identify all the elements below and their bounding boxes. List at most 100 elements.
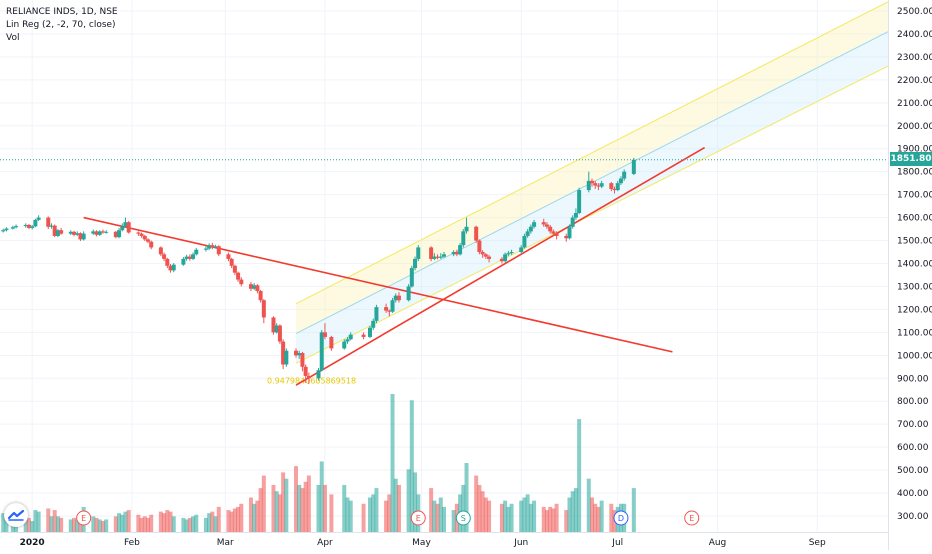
time-tick-label: Mar <box>217 538 234 548</box>
price-tick-label: 900.00 <box>897 374 929 384</box>
time-tick-label: Apr <box>317 538 333 548</box>
candle-body <box>226 254 230 259</box>
volume-bars <box>1 394 636 532</box>
channel-upper-line <box>296 2 888 304</box>
candle-body <box>300 353 304 367</box>
channel-lower-band <box>296 32 888 364</box>
candle-body <box>37 218 41 220</box>
candle-body <box>162 254 166 259</box>
volume-bar <box>487 501 491 532</box>
candle-body <box>574 213 578 218</box>
candle-body <box>304 367 308 376</box>
volume-bar <box>37 512 41 532</box>
volume-title[interactable]: Vol <box>6 32 118 45</box>
candle-body <box>551 231 555 233</box>
volume-bar <box>532 501 536 532</box>
candle-body <box>391 300 395 311</box>
candle-body <box>172 265 176 271</box>
candle-body <box>323 332 327 337</box>
candle-body <box>82 234 86 240</box>
time-tick-label: Feb <box>124 538 140 548</box>
volume-bar <box>510 504 514 532</box>
candle-body <box>439 257 443 258</box>
volume-bar <box>323 485 327 532</box>
candle-body <box>278 325 282 341</box>
chart-legend: RELIANCE INDS, 1D, NSE Lin Reg (2, -2, 7… <box>6 6 118 45</box>
price-tick-label: 1400.00 <box>897 260 932 270</box>
volume-bar <box>374 488 378 532</box>
candle-body <box>59 230 63 233</box>
volume-bar <box>329 494 333 532</box>
price-tick-label: 1000.00 <box>897 351 932 361</box>
event-marker-label: S <box>461 514 466 523</box>
volume-bar <box>600 501 604 532</box>
candle-body <box>510 252 514 253</box>
candle-body <box>194 250 198 255</box>
candle-body <box>362 335 366 337</box>
time-tick-label: Sep <box>809 538 826 548</box>
time-tick-label: 2020 <box>20 538 45 548</box>
price-tick-label: 500.00 <box>897 466 929 476</box>
volume-bar <box>59 518 63 532</box>
price-tick-label: 800.00 <box>897 397 929 407</box>
event-marker-label: E <box>81 514 86 523</box>
volume-bar <box>149 515 153 532</box>
tradingview-logo-icon[interactable] <box>4 503 28 527</box>
volume-bar <box>349 501 353 532</box>
candle-body <box>526 231 530 236</box>
volume-bar <box>307 476 311 532</box>
candle-body <box>239 280 243 285</box>
candle-body <box>262 300 266 317</box>
price-tick-label: 2500.00 <box>897 7 932 17</box>
candle-body <box>458 245 462 254</box>
candle-body <box>545 224 549 226</box>
candle-body <box>320 332 324 370</box>
price-tick-label: 2400.00 <box>897 30 932 40</box>
price-tick-label: 300.00 <box>897 512 929 522</box>
price-tick-label: 2200.00 <box>897 76 932 86</box>
price-tick-label: 1600.00 <box>897 214 932 224</box>
candle-body <box>191 254 195 259</box>
candle-body <box>236 273 240 280</box>
volume-bar <box>442 507 446 532</box>
candle-body <box>204 249 208 250</box>
candle-body <box>120 227 124 230</box>
candle-body <box>416 247 420 258</box>
event-marker-label: E <box>416 514 421 523</box>
volume-bar <box>262 476 266 532</box>
candle-body <box>474 227 478 241</box>
candle-body <box>217 246 221 254</box>
candle-body <box>11 227 15 228</box>
indicator-title[interactable]: Lin Reg (2, -2, 70, close) <box>6 19 118 32</box>
candle-body <box>143 236 147 239</box>
volume-bar <box>104 519 108 532</box>
candle-body <box>484 254 488 256</box>
candle-body <box>284 351 288 365</box>
candle-body <box>407 286 411 300</box>
price-tick-label: 1700.00 <box>897 191 932 201</box>
volume-bar <box>284 479 288 532</box>
candle-body <box>413 259 417 268</box>
candle-body <box>542 222 546 224</box>
symbol-title[interactable]: RELIANCE INDS, 1D, NSE <box>6 6 118 19</box>
candle-body <box>46 218 50 227</box>
price-tick-label: 1500.00 <box>897 237 932 247</box>
candle-body <box>548 227 552 232</box>
volume-bar <box>127 510 131 532</box>
candle-body <box>307 376 311 378</box>
descending-trendline <box>84 218 673 352</box>
price-tick-label: 1300.00 <box>897 282 932 292</box>
event-marker-label: D <box>618 514 624 523</box>
candle-body <box>522 236 526 247</box>
candle-body <box>593 183 597 185</box>
candle-body <box>600 183 604 186</box>
candle-body <box>410 268 414 286</box>
candle-body <box>30 226 34 228</box>
volume-bar <box>555 504 559 532</box>
candle-body <box>503 254 507 261</box>
price-tick-label: 600.00 <box>897 443 929 453</box>
candle-body <box>487 257 491 259</box>
